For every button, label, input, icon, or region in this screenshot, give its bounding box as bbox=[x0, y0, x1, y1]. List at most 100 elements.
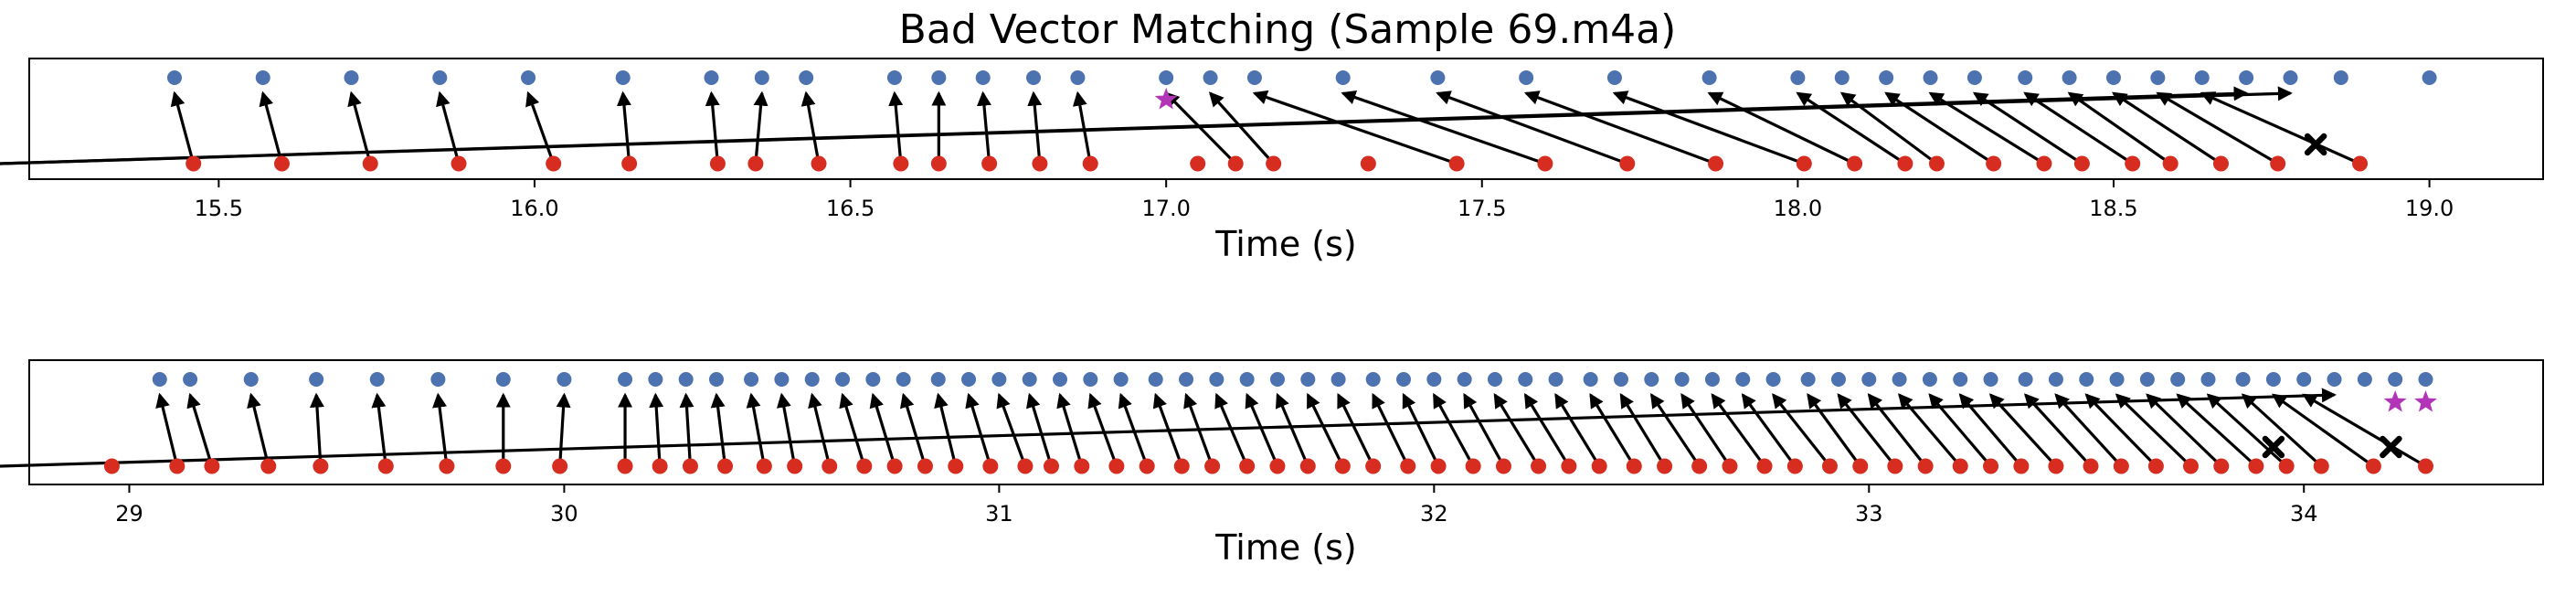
x-axis-label-bottom: Time (s) bbox=[1214, 527, 1357, 568]
reference-onset-point bbox=[521, 70, 536, 85]
x-tick-label: 29 bbox=[115, 501, 143, 527]
reference-onset-point bbox=[2109, 372, 2125, 387]
match-arrow bbox=[1680, 393, 1732, 467]
match-arrow bbox=[1463, 392, 1505, 467]
estimated-onset-point bbox=[2212, 155, 2229, 172]
match-arrow bbox=[710, 392, 727, 467]
match-arrow bbox=[808, 392, 832, 467]
reference-onset-point bbox=[1704, 372, 1720, 387]
match-arrow bbox=[1807, 393, 1862, 467]
estimated-onset-point bbox=[1074, 458, 1090, 474]
estimated-onset-point bbox=[2125, 155, 2141, 172]
reference-onset-point bbox=[799, 70, 814, 85]
reference-onset-point bbox=[2170, 372, 2186, 387]
reference-onset-point bbox=[152, 372, 167, 387]
reference-onset-point bbox=[1674, 372, 1690, 387]
estimated-onset-point bbox=[822, 458, 838, 474]
reference-onset-point bbox=[1613, 372, 1628, 387]
match-arrow bbox=[1711, 393, 1766, 467]
estimated-onset-point bbox=[2113, 458, 2129, 474]
match-arrow bbox=[649, 392, 664, 467]
match-arrow bbox=[1972, 91, 2083, 165]
match-arrow bbox=[899, 392, 927, 467]
match-arrow bbox=[996, 392, 1027, 467]
estimated-onset-point bbox=[2182, 458, 2199, 474]
match-arrow bbox=[2302, 393, 2427, 468]
match-arrow bbox=[1275, 392, 1309, 467]
reference-onset-point bbox=[2062, 70, 2077, 85]
estimated-onset-point bbox=[1561, 458, 1577, 474]
x-tick-label: 17.0 bbox=[1141, 196, 1190, 221]
reference-onset-point bbox=[309, 372, 324, 387]
estimated-onset-point bbox=[1108, 458, 1125, 474]
reference-onset-point bbox=[243, 372, 259, 387]
match-arrow bbox=[155, 392, 179, 467]
reference-onset-point bbox=[896, 372, 911, 387]
estimated-onset-point bbox=[103, 458, 120, 474]
plot-area-top bbox=[28, 58, 2544, 180]
estimated-onset-point bbox=[2083, 458, 2099, 474]
match-arrow bbox=[746, 392, 766, 467]
reference-onset-point bbox=[369, 372, 385, 387]
reference-onset-point bbox=[1966, 70, 1982, 85]
reference-onset-point bbox=[648, 372, 663, 387]
match-arrow bbox=[436, 90, 461, 165]
panel-bottom: 29 30 31 32 33 34 Time (s) bbox=[0, 359, 2544, 568]
reference-onset-point bbox=[2418, 372, 2433, 387]
estimated-onset-point bbox=[1887, 458, 1903, 474]
match-arrow bbox=[259, 90, 284, 165]
reference-onset-point bbox=[744, 372, 759, 387]
match-arrow bbox=[1493, 392, 1540, 467]
reference-onset-point bbox=[2048, 372, 2063, 387]
estimated-onset-point bbox=[1852, 458, 1869, 474]
reference-onset-point bbox=[1148, 372, 1163, 387]
estimated-onset-point bbox=[747, 155, 764, 172]
match-arrow bbox=[1432, 392, 1475, 467]
reference-onset-point bbox=[1892, 372, 1907, 387]
match-arrow bbox=[2156, 91, 2279, 165]
reference-onset-point bbox=[183, 372, 198, 387]
estimated-onset-point bbox=[652, 458, 668, 474]
estimated-onset-point bbox=[756, 458, 772, 474]
reference-onset-point bbox=[1644, 372, 1659, 387]
reference-onset-point bbox=[1800, 372, 1816, 387]
reference-onset-point bbox=[1830, 372, 1846, 387]
estimated-onset-point bbox=[1619, 155, 1636, 172]
match-arrow bbox=[616, 90, 631, 165]
estimated-onset-point bbox=[204, 458, 220, 474]
reference-onset-point bbox=[975, 70, 991, 85]
estimated-onset-point bbox=[313, 458, 329, 474]
reference-onset-point bbox=[2235, 372, 2251, 387]
match-arrow bbox=[0, 388, 2337, 468]
plot-area-bottom bbox=[28, 359, 2544, 485]
reference-onset-point bbox=[2333, 70, 2348, 85]
estimated-onset-point bbox=[2313, 458, 2329, 474]
estimated-onset-point bbox=[1537, 155, 1553, 172]
match-arrow bbox=[432, 392, 449, 467]
estimated-onset-point bbox=[2248, 458, 2264, 474]
match-arrow bbox=[2206, 393, 2288, 468]
estimated-onset-point bbox=[1786, 458, 1803, 474]
match-arrow bbox=[2200, 91, 2361, 165]
match-arrow bbox=[705, 90, 720, 165]
x-tick-label: 17.5 bbox=[1458, 196, 1506, 221]
estimated-onset-point bbox=[1626, 458, 1642, 474]
match-arrow bbox=[556, 392, 571, 467]
match-arrow bbox=[934, 392, 958, 467]
estimated-onset-point bbox=[617, 458, 633, 474]
estimated-onset-point bbox=[1657, 458, 1673, 474]
match-arrow bbox=[2241, 393, 2323, 468]
match-arrow bbox=[2271, 393, 2375, 468]
estimated-onset-point bbox=[2048, 458, 2064, 474]
estimated-onset-point bbox=[621, 155, 638, 172]
false-positive-star bbox=[2414, 390, 2437, 412]
x-tick-label: 15.5 bbox=[195, 196, 243, 221]
reference-onset-point bbox=[1179, 372, 1194, 387]
reference-onset-point bbox=[1861, 372, 1877, 387]
match-arrow bbox=[1707, 91, 1856, 165]
reference-onset-point bbox=[1583, 372, 1598, 387]
match-arrow bbox=[1523, 90, 1717, 165]
estimated-onset-point bbox=[2352, 155, 2369, 172]
estimated-onset-point bbox=[1847, 155, 1863, 172]
reference-onset-point bbox=[1300, 372, 1316, 387]
